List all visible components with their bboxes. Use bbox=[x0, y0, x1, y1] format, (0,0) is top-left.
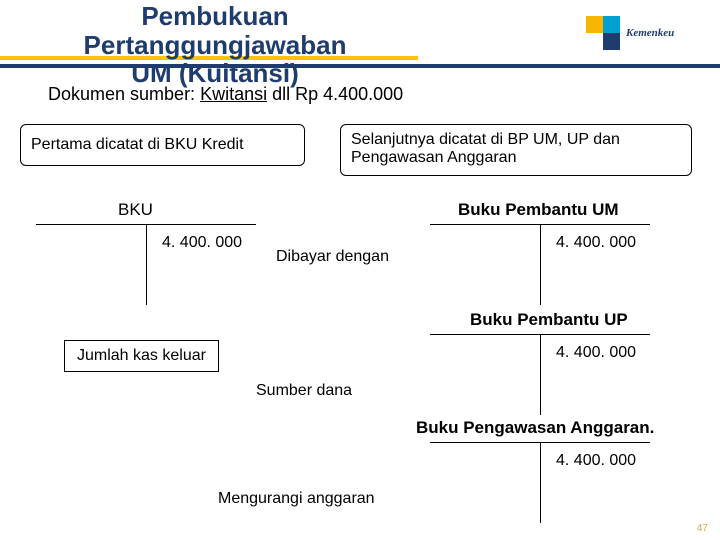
pa-credit-amount: 4. 400. 000 bbox=[556, 452, 636, 470]
bpa-heading: Buku Pengawasan Anggaran. bbox=[416, 418, 654, 438]
logo-label: Kemenkeu bbox=[626, 27, 674, 39]
um-credit-amount: 4. 400. 000 bbox=[556, 234, 636, 252]
doc-prefix: Dokumen sumber: bbox=[48, 84, 200, 104]
document-source-line: Dokumen sumber: Kwitansi dll Rp 4.400.00… bbox=[48, 84, 403, 105]
t-account-pa: 4. 400. 000 bbox=[430, 442, 650, 522]
jumlah-kas-keluar-box: Jumlah kas keluar bbox=[64, 340, 219, 372]
bku-credit-amount: 4. 400. 000 bbox=[162, 234, 242, 252]
bp-up-heading: Buku Pembantu UP bbox=[470, 310, 628, 330]
note-left-text: Pertama dicatat di BKU Kredit bbox=[31, 136, 244, 154]
title-line-1: Pembukuan Pertanggungjawaban bbox=[84, 1, 347, 60]
page-number: 47 bbox=[697, 523, 708, 534]
jumlah-text: Jumlah kas keluar bbox=[77, 347, 206, 364]
note-box-left: Pertama dicatat di BKU Kredit bbox=[20, 124, 305, 166]
doc-suffix: dll Rp 4.400.000 bbox=[267, 84, 403, 104]
header-band: Pembukuan Pertanggungjawaban UM (Kuitans… bbox=[0, 0, 720, 68]
t-account-bku: 4. 400. 000 bbox=[36, 224, 256, 304]
t-account-um: 4. 400. 000 bbox=[430, 224, 650, 304]
note-right-text: Selanjutnya dicatat di BP UM, UP dan Pen… bbox=[351, 131, 620, 166]
bp-um-heading: Buku Pembantu UM bbox=[458, 200, 619, 220]
mengurangi-anggaran-label: Mengurangi anggaran bbox=[218, 490, 375, 508]
doc-underlined: Kwitansi bbox=[200, 84, 267, 104]
logo: Kemenkeu bbox=[586, 4, 706, 62]
up-credit-amount: 4. 400. 000 bbox=[556, 344, 636, 362]
dibayar-dengan-label: Dibayar dengan bbox=[276, 248, 389, 266]
note-box-right: Selanjutnya dicatat di BP UM, UP dan Pen… bbox=[340, 124, 692, 176]
t-account-up: 4. 400. 000 bbox=[430, 334, 650, 414]
logo-icon bbox=[586, 16, 620, 50]
page-title: Pembukuan Pertanggungjawaban UM (Kuitans… bbox=[10, 2, 420, 88]
bku-heading: BKU bbox=[118, 200, 153, 220]
sumber-dana-label: Sumber dana bbox=[256, 382, 352, 400]
